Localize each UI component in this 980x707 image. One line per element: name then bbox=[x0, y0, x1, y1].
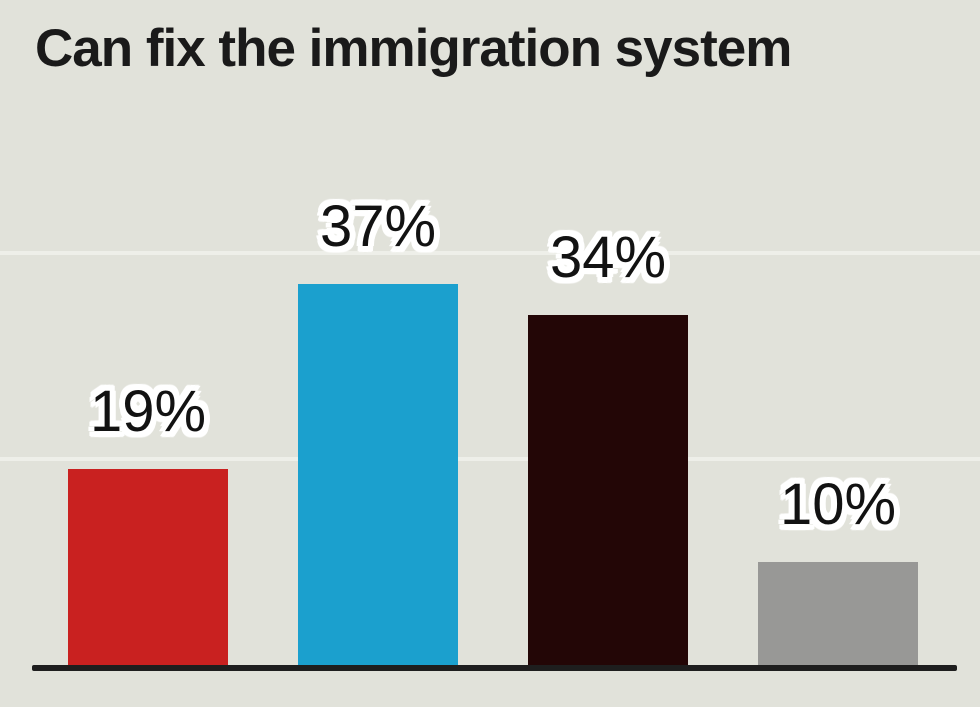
bar-3 bbox=[528, 315, 688, 665]
bar-value-label-4: 10% bbox=[779, 472, 897, 537]
bar-value-label-3: 34% bbox=[549, 225, 667, 290]
bar-value-label-2: 37% bbox=[319, 194, 437, 259]
bar-2 bbox=[298, 284, 458, 665]
gridline-20 bbox=[0, 457, 980, 461]
gridline-40 bbox=[0, 251, 980, 255]
bar-4 bbox=[758, 562, 918, 665]
x-axis-line bbox=[32, 665, 957, 671]
bar-value-label-1: 19% bbox=[89, 379, 207, 444]
chart-title: Can fix the immigration system bbox=[35, 19, 792, 78]
bar-1 bbox=[68, 469, 228, 665]
